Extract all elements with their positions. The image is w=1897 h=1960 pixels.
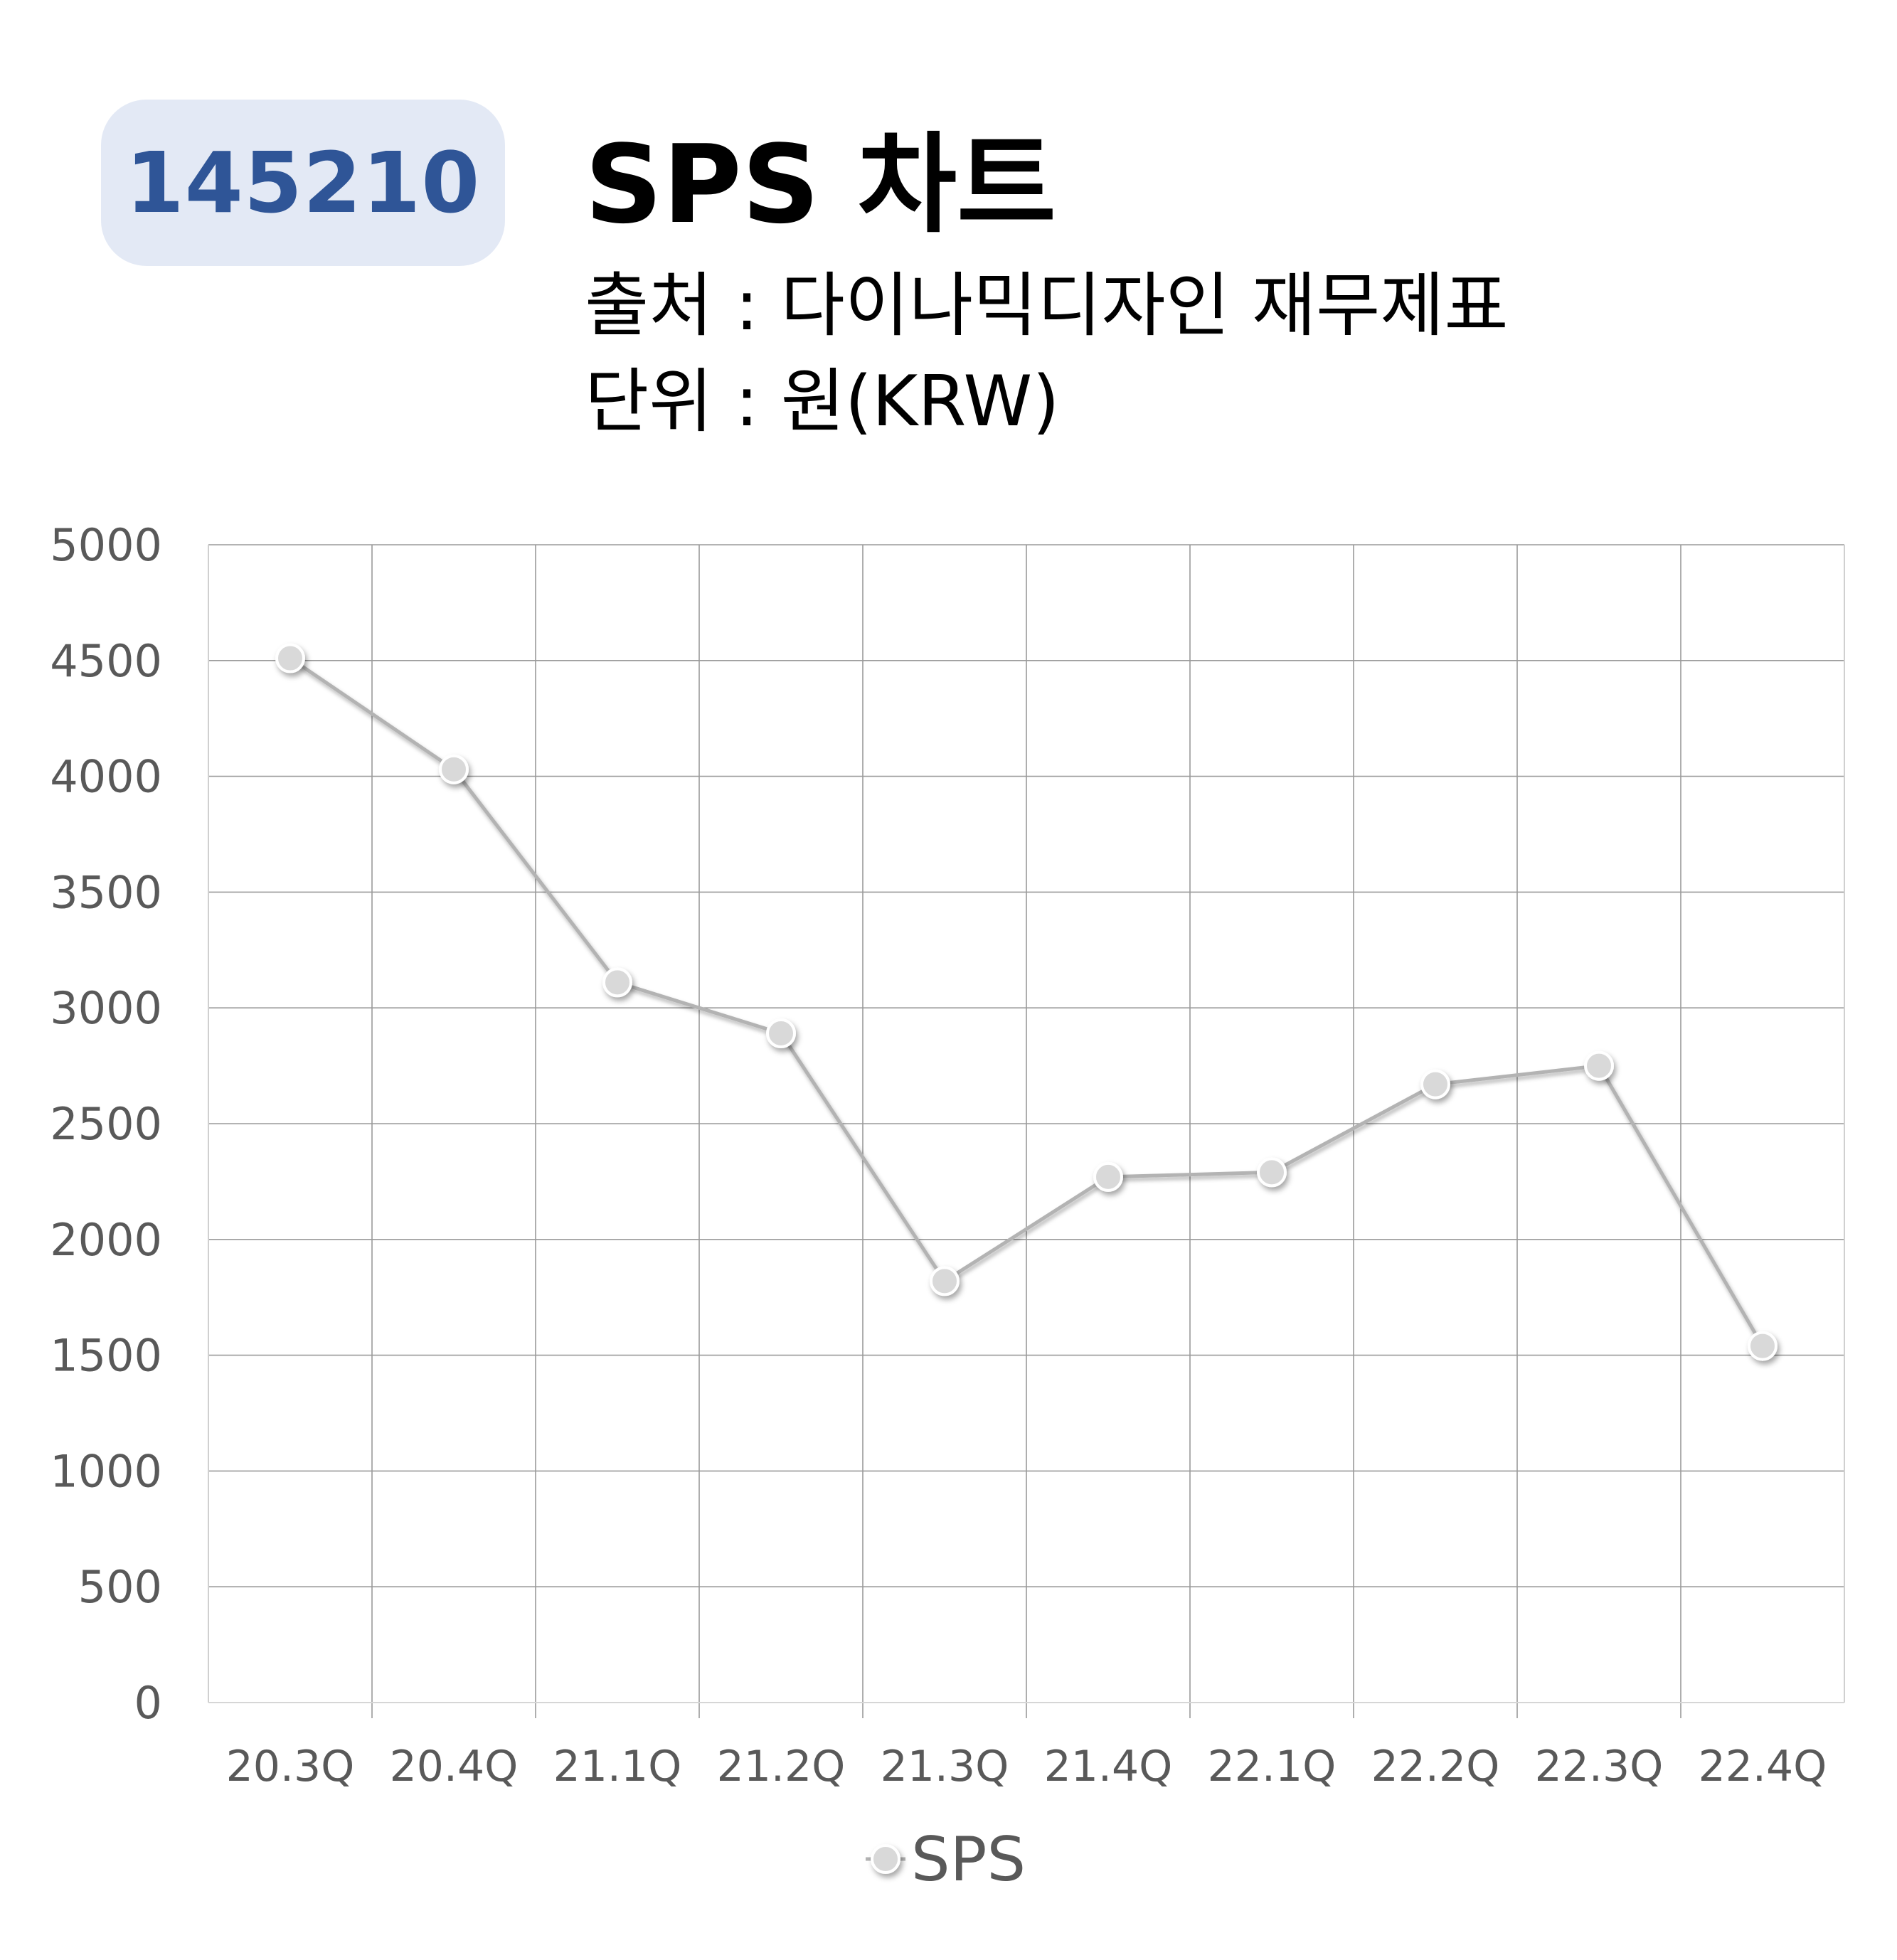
grid <box>208 544 1845 1718</box>
stock-code: 145210 <box>125 134 481 232</box>
x-tick-label: 20.4Q <box>390 1742 519 1791</box>
source-separator: : <box>713 265 781 346</box>
y-tick-label: 2000 <box>50 1214 162 1266</box>
data-point <box>602 967 632 998</box>
x-tick-label: 22.2Q <box>1371 1742 1500 1791</box>
unit-separator: : <box>713 361 781 442</box>
data-point <box>275 643 305 673</box>
stock-code-badge: 145210 <box>101 100 505 266</box>
x-tick-label: 21.4Q <box>1044 1742 1173 1791</box>
x-tick-label: 22.3Q <box>1535 1742 1664 1791</box>
data-point <box>439 754 469 784</box>
y-tick-label: 1000 <box>50 1445 162 1497</box>
unit-label: 단위 <box>585 361 713 442</box>
source-label: 출처 <box>585 265 713 346</box>
source-line: 출처 : 다이나믹디자인 재무제표 <box>585 263 1509 348</box>
unit-value: 원(KRW) <box>780 361 1060 442</box>
legend-label: SPS <box>911 1824 1026 1895</box>
y-tick-label: 4500 <box>50 635 162 687</box>
x-tick-label: 20.3Q <box>226 1742 355 1791</box>
x-tick-label: 21.1Q <box>553 1742 682 1791</box>
legend: SPS <box>866 1824 1026 1895</box>
source-value: 다이나믹디자인 재무제표 <box>780 265 1509 346</box>
y-axis-ticks: 0 500 1000 1500 2000 2500 3000 3500 4000 4500 5000 <box>50 519 162 1729</box>
data-point <box>1420 1069 1450 1099</box>
y-tick-label: 4000 <box>50 751 162 803</box>
y-tick-label: 2500 <box>50 1098 162 1150</box>
x-axis-ticks: 20.3Q 20.4Q 21.1Q 21.2Q 21.3Q 21.4Q 22.1Q 22.2Q… <box>226 1742 1827 1791</box>
data-point <box>1584 1050 1614 1081</box>
data-point <box>930 1266 960 1296</box>
legend-marker <box>871 1844 900 1874</box>
chart-title: SPS 차트 <box>585 122 1056 247</box>
y-tick-label: 0 <box>134 1677 162 1729</box>
y-tick-label: 5000 <box>50 519 162 571</box>
data-point <box>1093 1161 1123 1192</box>
y-tick-label: 3000 <box>50 982 162 1034</box>
x-tick-label: 21.2Q <box>717 1742 846 1791</box>
data-point <box>766 1018 796 1049</box>
x-tick-label: 21.3Q <box>881 1742 1009 1791</box>
x-tick-label: 22.4Q <box>1699 1742 1827 1791</box>
x-tick-label: 22.1Q <box>1208 1742 1337 1791</box>
y-tick-label: 1500 <box>50 1330 162 1382</box>
data-point <box>1748 1331 1778 1361</box>
y-tick-label: 3500 <box>50 866 162 918</box>
series-sps <box>275 643 1778 1361</box>
y-tick-label: 500 <box>78 1561 162 1613</box>
data-point <box>1257 1157 1287 1188</box>
series-line <box>289 656 1765 1347</box>
unit-line: 단위 : 원(KRW) <box>585 359 1060 444</box>
